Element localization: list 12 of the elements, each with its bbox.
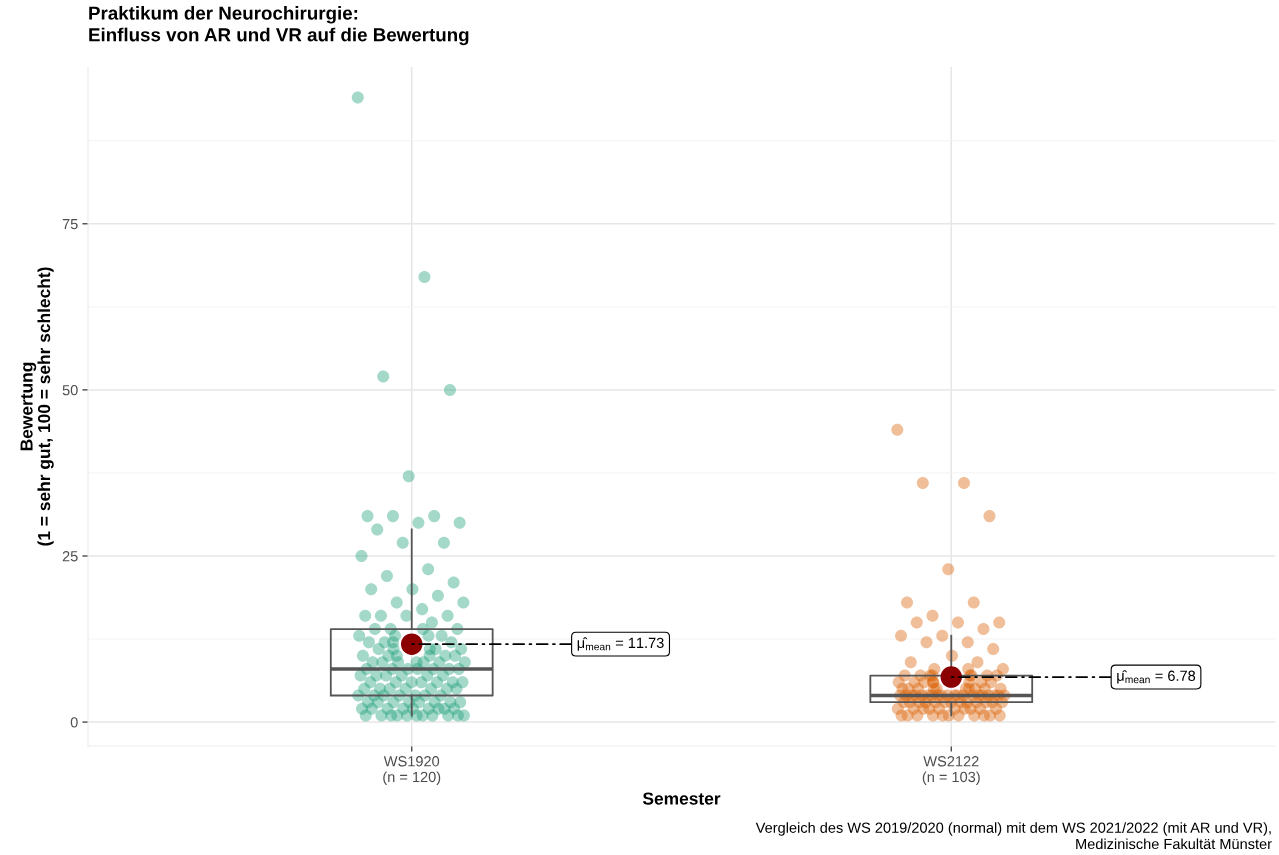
- annotation: μ̂$_{mean}$ = 6.78: [1117, 670, 1196, 684]
- chart-title: Praktikum der Neurochirurgie: Einfluss von AR und VR auf die Bewertung: [89, 6, 469, 46]
- x-axis-title: Semester: [642, 792, 721, 805]
- annotation: μ̂$_{mean}$ = 11.73: [577, 637, 664, 651]
- y-axis-title: Bewertung (1 = sehr gut, 100 = sehr schlecht): [20, 267, 54, 546]
- x-tick-label: WS2122 (n = 103): [922, 756, 980, 786]
- y-tick-label: 50: [62, 384, 78, 396]
- text: Vergleich des WS 2019/2020 (normal) mit dem WS 2021/2022 (mit AR und VR), Medizinische Fakultät Münster: [755, 822, 1272, 850]
- x-tick-label: WS1920 (n = 120): [383, 756, 441, 786]
- y-tick-label: 75: [62, 219, 78, 230]
- y-tick-label: 0: [70, 717, 78, 728]
- y-tick-label: 25: [62, 551, 78, 562]
